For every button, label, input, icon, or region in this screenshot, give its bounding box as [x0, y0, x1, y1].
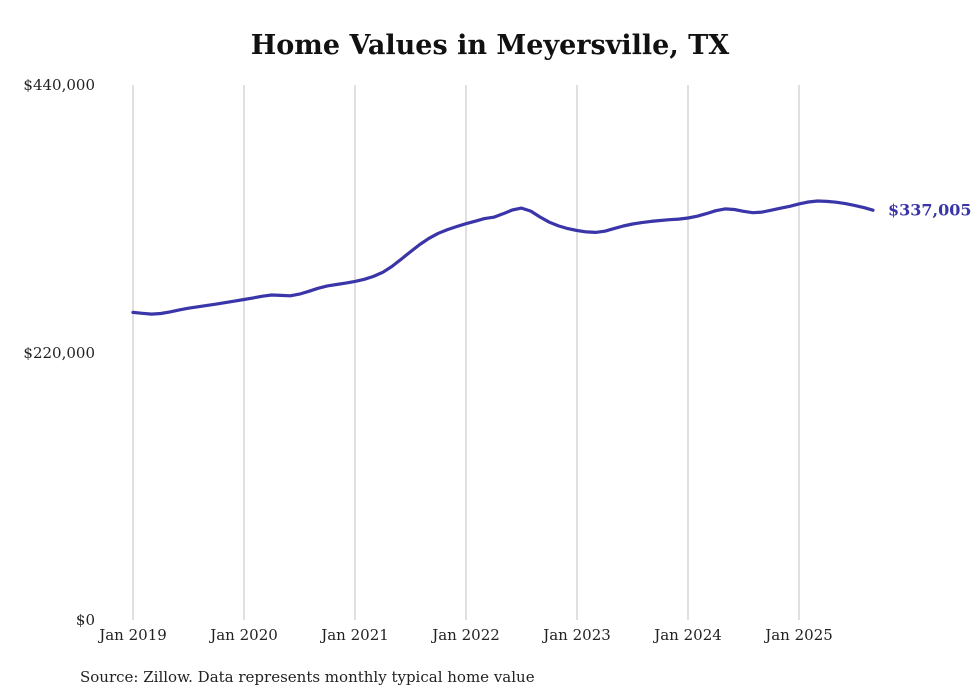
x-axis-tick-label: Jan 2020 [210, 626, 278, 644]
x-axis-tick-label: Jan 2024 [654, 626, 722, 644]
x-axis-tick-label: Jan 2022 [432, 626, 500, 644]
latest-value-label: $337,005 [888, 200, 972, 220]
home-value-line [131, 199, 875, 316]
chart-title: Home Values in Meyersville, TX [250, 30, 730, 61]
x-axis-tick-label: Jan 2021 [321, 626, 389, 644]
source-note: Source: Zillow. Data represents monthly … [80, 668, 535, 686]
y-axis-tick-label: $220,000 [23, 343, 95, 362]
x-axis-tick-label: Jan 2023 [543, 626, 611, 644]
x-axis-tick-label: Jan 2019 [99, 626, 167, 644]
y-axis-tick-label: $0 [75, 611, 95, 629]
y-axis-tick-label: $440,000 [23, 76, 95, 94]
x-axis-tick-label: Jan 2025 [765, 626, 833, 644]
